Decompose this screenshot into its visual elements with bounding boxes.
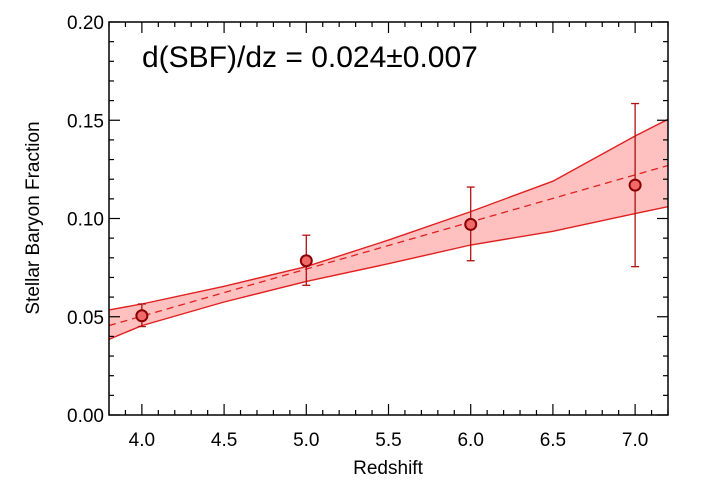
slope-annotation: d(SBF)/dz = 0.024±0.007 bbox=[142, 41, 478, 74]
band-fill bbox=[109, 119, 668, 340]
fit-line bbox=[109, 164, 668, 327]
data-point bbox=[464, 217, 478, 231]
confidence-band bbox=[109, 118, 668, 340]
data-points bbox=[135, 178, 642, 323]
x-axis-title: Redshift bbox=[353, 458, 423, 479]
data-point bbox=[299, 254, 313, 268]
x-tick-label: 6.0 bbox=[457, 430, 483, 451]
x-tick-label: 4.5 bbox=[211, 430, 237, 451]
x-tick-label: 7.0 bbox=[622, 430, 648, 451]
y-tick-label: 0.20 bbox=[67, 13, 104, 34]
axis-ticks bbox=[108, 21, 669, 416]
band-upper-edge bbox=[109, 118, 668, 311]
y-tick-label: 0.10 bbox=[67, 210, 104, 231]
fit-line-group bbox=[109, 164, 668, 327]
y-tick-label: 0.00 bbox=[67, 406, 104, 427]
x-tick-labels: 4.0 4.5 5.0 5.5 6.0 6.5 7.0 bbox=[129, 430, 649, 451]
y-tick-label: 0.05 bbox=[67, 308, 104, 329]
band-lower-edge bbox=[109, 206, 668, 340]
x-tick-label: 4.0 bbox=[129, 430, 155, 451]
y-tick-labels: 0.00 0.05 0.10 0.15 0.20 bbox=[67, 13, 104, 427]
x-tick-label: 5.5 bbox=[375, 430, 401, 451]
y-axis-title: Stellar Baryon Fraction bbox=[23, 121, 44, 314]
x-tick-label: 6.5 bbox=[540, 430, 566, 451]
y-tick-label: 0.15 bbox=[67, 111, 104, 132]
x-tick-label: 5.0 bbox=[293, 430, 319, 451]
data-point bbox=[135, 309, 149, 323]
data-point bbox=[628, 178, 642, 192]
